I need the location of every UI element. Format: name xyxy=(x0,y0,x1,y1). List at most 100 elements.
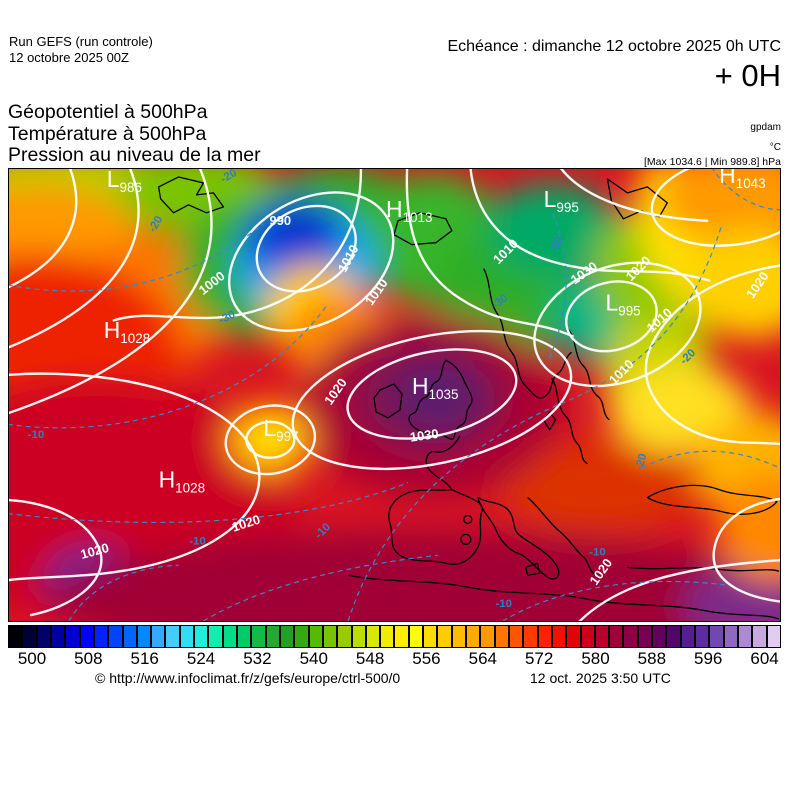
pressure-center-h-1028: H1028 xyxy=(104,317,150,346)
isotherm-value-label: -20 xyxy=(634,452,650,471)
color-scale-cell xyxy=(423,625,438,648)
tick-label: 532 xyxy=(243,649,272,668)
color-scale-cell xyxy=(766,625,781,648)
color-scale-cell xyxy=(194,625,209,648)
color-scale-cell xyxy=(365,625,381,648)
color-scale-cell xyxy=(265,625,280,648)
color-scale-cell xyxy=(108,625,123,648)
color-scale-tick-labels: 500 508 516 524 532 540 548 556 564 572 580 588 596 6… xyxy=(8,649,781,669)
isobar-value-label: 990 xyxy=(269,213,291,228)
color-scale-cell xyxy=(723,625,738,648)
isotherm-value-label: -10 xyxy=(28,429,45,441)
coastlines xyxy=(157,176,780,620)
run-date-label: 12 octobre 2025 00Z xyxy=(9,50,129,65)
color-scale-cell xyxy=(8,625,23,648)
tick-label: 604 xyxy=(750,649,779,668)
pressure-center-h-1043: H1043 xyxy=(719,169,765,191)
color-scale-cell xyxy=(351,625,366,648)
color-scale-cell xyxy=(623,625,638,648)
run-info: Run GEFS (run controle) 12 octobre 2025 … xyxy=(9,34,153,66)
tick-label: 580 xyxy=(581,649,610,668)
forecast-step-label: + 0H xyxy=(714,58,781,93)
isobar-contours xyxy=(9,169,780,621)
color-scale-cell xyxy=(394,625,409,648)
color-scale-cell xyxy=(251,625,266,648)
color-scale-cell xyxy=(79,625,94,648)
title-temperature: Température à 500hPa xyxy=(8,122,207,145)
color-scale-cell xyxy=(222,625,237,648)
color-scale-cell xyxy=(279,625,295,648)
color-scale-cell xyxy=(179,625,195,648)
geopotential-color-scale xyxy=(8,625,781,648)
color-scale-cell xyxy=(709,625,724,648)
color-scale-cell xyxy=(322,625,338,648)
isobar-value-label: 1030 xyxy=(409,426,440,445)
copyright-url-label: © http://www.infoclimat.fr/z/gefs/europe… xyxy=(95,670,401,686)
tick-label: 564 xyxy=(468,649,497,668)
color-scale-cell xyxy=(50,625,66,648)
run-model-label: Run GEFS (run controle) xyxy=(9,34,153,49)
color-scale-cell xyxy=(151,625,166,648)
color-scale-cell xyxy=(65,625,80,648)
isotherm-value-label: -10 xyxy=(589,546,606,558)
isotherm-value-label: -10 xyxy=(189,535,206,547)
color-scale-cell xyxy=(609,625,624,648)
color-scale-cell xyxy=(537,625,552,648)
pressure-center-h-1028: H1028 xyxy=(159,467,205,496)
generation-time-label: 12 oct. 2025 3:50 UTC xyxy=(530,670,671,686)
tick-label: 596 xyxy=(694,649,723,668)
pressure-center-labels: L986 H1013 L995 H1043 L995 H1028 H1035 L997 H102… xyxy=(104,169,766,496)
color-scale-cell xyxy=(437,625,452,648)
unit-gpdam-label: gpdam xyxy=(750,122,781,133)
tick-label: 524 xyxy=(186,649,216,668)
color-scale-cell xyxy=(36,625,51,648)
pressure-center-h-1013: H1013 xyxy=(386,196,432,225)
tick-label: 548 xyxy=(355,649,385,668)
color-scale-cell xyxy=(208,625,223,648)
color-scale-cell xyxy=(380,625,395,648)
isotherm-contours xyxy=(9,169,780,621)
tick-label: 572 xyxy=(524,649,554,668)
unit-labels: gpdam °C [Max 1034.6 | Min 989.8] hPa xyxy=(644,120,781,170)
tick-label: 508 xyxy=(74,649,103,668)
pressure-center-l-997: L997 xyxy=(263,415,298,444)
pressure-center-l-995: L995 xyxy=(605,289,640,318)
color-scale-cell xyxy=(580,625,595,648)
color-scale-cell xyxy=(22,625,37,648)
temperature-field xyxy=(9,169,780,621)
isotherm-value-label: -10 xyxy=(495,598,512,610)
color-scale-cell xyxy=(480,625,495,648)
color-scale-cell xyxy=(451,625,466,648)
title-pressure: Pression au niveau de la mer xyxy=(8,144,261,166)
color-scale-cell xyxy=(566,625,581,648)
pressure-center-l-986: L986 xyxy=(107,169,142,195)
color-scale-cell xyxy=(237,625,252,648)
color-scale-cell xyxy=(93,625,109,648)
color-scale-cell xyxy=(652,625,667,648)
color-scale-cell xyxy=(408,625,424,648)
color-scale-cell xyxy=(494,625,509,648)
color-scale-cell xyxy=(122,625,137,648)
isobar-value-label: 1020 xyxy=(79,540,111,562)
color-scale-cell xyxy=(666,625,681,648)
tick-label: 516 xyxy=(130,649,159,668)
color-scale-cell xyxy=(594,625,610,648)
pressure-minmax-label: [Max 1034.6 | Min 989.8] hPa xyxy=(644,156,781,168)
tick-label: 556 xyxy=(412,649,441,668)
forecast-validity-label: Echéance : dimanche 12 octobre 2025 0h U… xyxy=(447,38,781,55)
color-scale-cell xyxy=(695,625,710,648)
color-scale-cell xyxy=(737,625,753,648)
color-scale-cell xyxy=(680,625,695,648)
title-geopotential: Géopotentiel à 500hPa xyxy=(8,101,208,123)
color-scale-cell xyxy=(752,625,767,648)
pressure-center-l-995: L995 xyxy=(544,186,579,215)
tick-label: 500 xyxy=(17,649,47,668)
color-scale-cell xyxy=(294,625,309,648)
color-scale-cell xyxy=(637,625,653,648)
color-scale-cell xyxy=(136,625,152,648)
weather-map: 990 1010 1000 1010 1010 1020 1030 1010 1020 1010 1… xyxy=(8,168,781,622)
color-scale-cell xyxy=(466,625,481,648)
color-scale-cell xyxy=(308,625,323,648)
